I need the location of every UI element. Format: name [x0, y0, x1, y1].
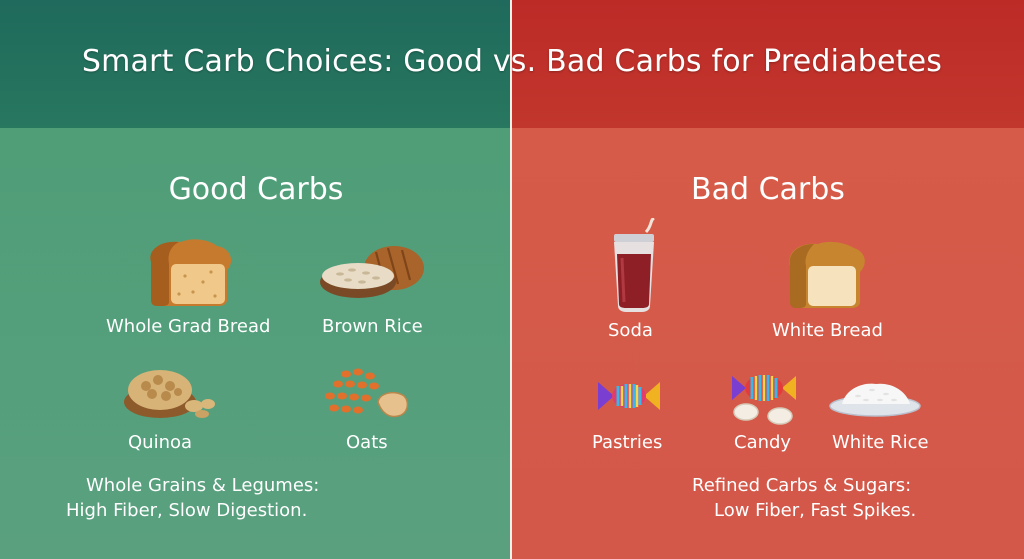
- good-carbs-panel: Good Carbs Whole Grad Bread Brown Rice: [0, 0, 510, 559]
- nuts-bowl-icon: [124, 370, 215, 418]
- center-divider: [510, 0, 512, 559]
- page-title: Smart Carb Choices: Good vs. Bad Carbs f…: [81, 44, 943, 79]
- candy-icon: [598, 382, 660, 410]
- good-carbs-heading: Good Carbs: [168, 172, 344, 207]
- rice-bowl-icon: [320, 246, 424, 298]
- good-summary-line-1: Whole Grains & Legumes:: [86, 475, 320, 496]
- bad-item-label-2: Pastries: [592, 432, 663, 453]
- soda-glass-icon: [614, 218, 655, 312]
- good-summary-line-2: High Fiber, Slow Digestion.: [66, 500, 308, 521]
- lentils-icon: [325, 368, 409, 418]
- bad-item-label-3: Candy: [734, 432, 792, 453]
- bad-item-label-1: White Bread: [772, 320, 883, 341]
- white-bread-icon: [789, 241, 865, 308]
- bad-summary-line-1: Refined Carbs & Sugars:: [692, 475, 912, 496]
- candies-icon: [732, 375, 796, 425]
- good-body-band: [0, 128, 510, 559]
- bad-item-label-4: White Rice: [832, 432, 929, 453]
- bad-item-label-0: Soda: [608, 320, 653, 341]
- good-item-label-3: Oats: [346, 432, 388, 453]
- bad-header-band: [512, 0, 1024, 128]
- good-item-label-0: Whole Grad Bread: [106, 316, 271, 337]
- bread-loaf-icon: [150, 239, 232, 306]
- good-header-band: [0, 0, 510, 128]
- bad-body-band: [512, 128, 1024, 559]
- white-rice-plate-icon: [829, 383, 921, 417]
- bad-summary-line-2: Low Fiber, Fast Spikes.: [714, 500, 917, 521]
- good-item-label-1: Brown Rice: [322, 316, 423, 337]
- bad-carbs-panel: Bad Carbs Soda White Bread Pastries: [512, 0, 1024, 559]
- good-item-label-2: Quinoa: [128, 432, 193, 453]
- bad-carbs-heading: Bad Carbs: [691, 172, 845, 207]
